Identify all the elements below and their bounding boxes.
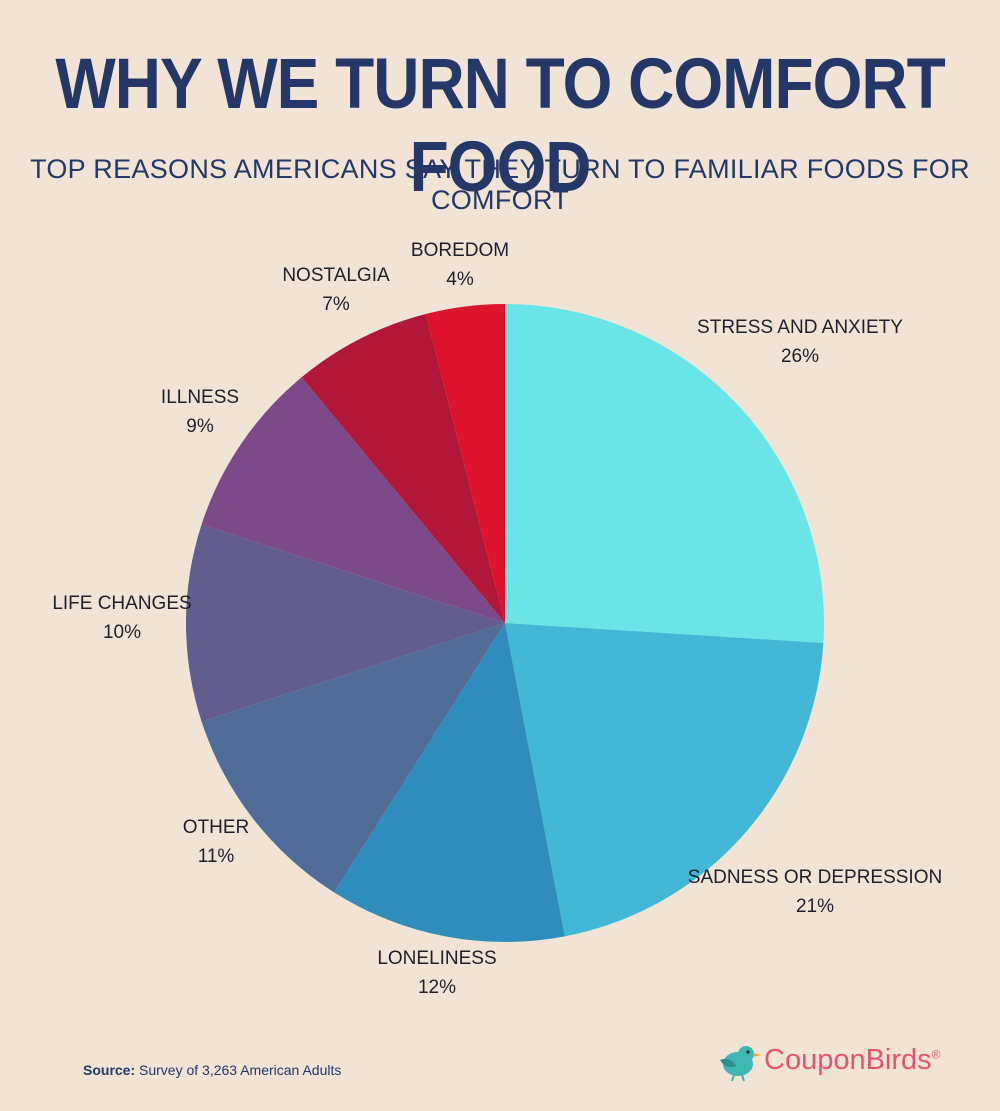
page-subtitle: TOP REASONS AMERICANS SAY THEY TURN TO F…	[30, 154, 970, 215]
pie-slice-loneliness	[334, 623, 565, 942]
bird-icon	[720, 1046, 761, 1082]
pie-slice-stress-and-anxiety	[505, 304, 824, 644]
pie-slice-life-changes	[186, 524, 506, 722]
slice-label: OTHER	[183, 817, 250, 838]
pie-slice-illness	[201, 377, 505, 623]
source-text: Survey of 3,263 American Adults	[139, 1062, 342, 1078]
source-label: Source:	[83, 1062, 136, 1078]
brand-registered-mark: ®	[931, 1047, 941, 1062]
slice-label: ILLNESS	[161, 387, 239, 408]
slice-value-label: 10%	[103, 622, 141, 643]
slice-label: STRESS AND ANXIETY	[697, 317, 903, 338]
brand-name: CouponBirds	[764, 1044, 932, 1076]
source-note: Source: Survey of 3,263 American Adults	[83, 1062, 341, 1078]
slice-label: LIFE CHANGES	[52, 593, 191, 614]
slice-label: NOSTALGIA	[282, 265, 390, 286]
slice-value-label: 9%	[186, 416, 214, 437]
brand-logo: CouponBirds®	[716, 1040, 946, 1084]
slice-value-label: 26%	[781, 346, 819, 367]
slice-label: BOREDOM	[411, 240, 509, 261]
pie-slice-nostalgia	[301, 314, 505, 623]
slice-value-label: 7%	[322, 294, 350, 315]
slice-value-label: 21%	[796, 896, 834, 917]
slice-label: SADNESS OR DEPRESSION	[688, 867, 942, 888]
slice-value-label: 12%	[418, 977, 456, 998]
slice-label: LONELINESS	[377, 948, 496, 969]
pie-slice-other	[201, 623, 505, 893]
slice-value-label: 11%	[198, 846, 235, 867]
slice-value-label: 4%	[446, 269, 474, 290]
pie-slice-boredom	[425, 304, 505, 623]
page-title: WHY WE TURN TO COMFORT FOOD	[55, 43, 945, 207]
pie-slice-sadness-or-depression	[505, 623, 824, 937]
